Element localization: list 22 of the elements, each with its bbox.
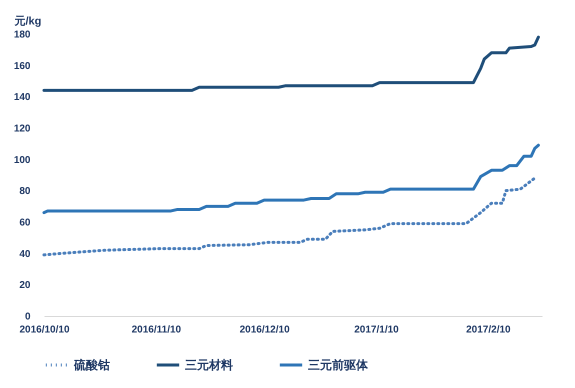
x-tick-label: 2017/2/10: [466, 324, 512, 336]
y-tick-label: 180: [14, 30, 31, 40]
x-tick-label: 2016/12/10: [240, 324, 290, 336]
line-series: [42, 144, 540, 214]
legend-label: 三元材料: [185, 358, 233, 372]
legend-label: 三元前驱体: [308, 358, 369, 372]
y-tick-label: 140: [14, 92, 31, 104]
y-tick-label: 100: [14, 154, 31, 166]
y-tick-label: 40: [19, 248, 31, 260]
y-tick-label: 120: [14, 124, 31, 134]
y-tick-label: 20: [19, 280, 31, 292]
x-tick-label: 2017/1/10: [354, 324, 400, 336]
line-series: [42, 176, 536, 256]
line-series: [42, 36, 540, 92]
legend-label: 硫酸钴: [73, 358, 110, 372]
y-axis-title: 元/kg: [14, 16, 42, 28]
x-tick-label: 2016/10/10: [19, 324, 70, 336]
y-tick-label: 0: [24, 312, 31, 322]
y-tick-label: 160: [14, 60, 31, 72]
y-tick-label: 80: [19, 186, 31, 198]
y-tick-label: 60: [19, 218, 31, 228]
x-tick-label: 2016/11/10: [132, 324, 182, 336]
